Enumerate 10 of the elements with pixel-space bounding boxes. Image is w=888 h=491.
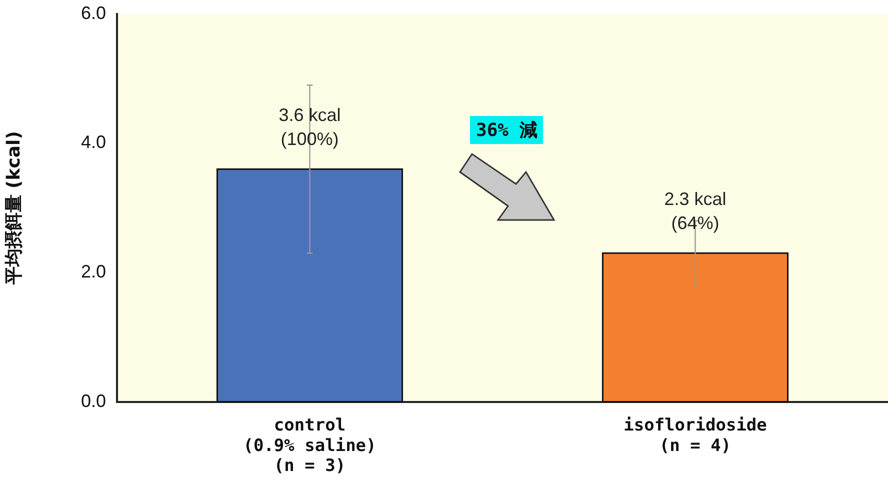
y-tick-label: 6.0	[80, 2, 106, 23]
data-label: 3.6 kcal (100%)	[278, 105, 341, 150]
x-tick-label: isofloridoside (n = 4)	[624, 415, 767, 456]
data-label: 2.3 kcal (64%)	[664, 189, 726, 234]
y-axis-title: 平均摂餌量 (kcal)	[3, 131, 24, 286]
y-tick-label: 4.0	[80, 132, 106, 152]
x-tick-label: control (0.9% saline) (n = 3)	[243, 415, 376, 476]
y-tick-label: 2.0	[80, 262, 106, 282]
annotation: 36% 減	[470, 116, 544, 144]
y-tick-label: 0.0	[80, 390, 106, 411]
